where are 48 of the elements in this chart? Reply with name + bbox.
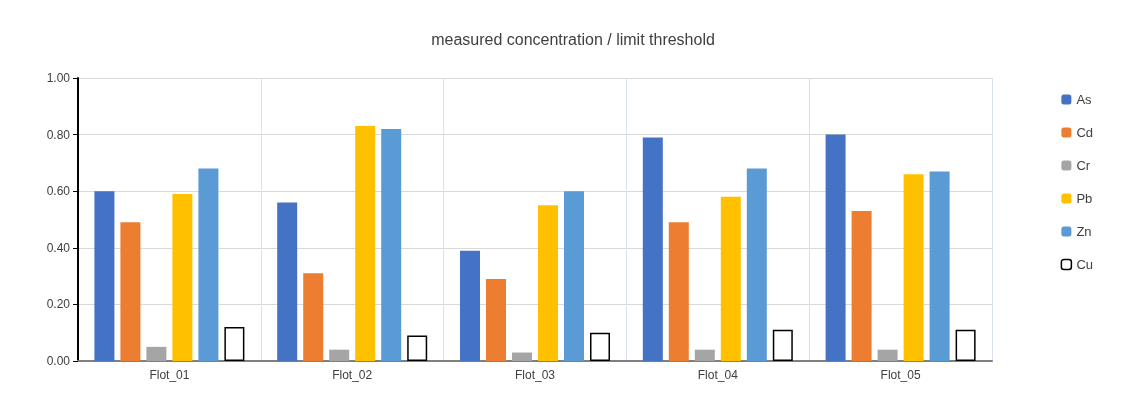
bar [720,196,741,361]
y-tick-label: 0.80 [46,127,71,142]
bar [303,273,324,361]
bar [329,349,350,361]
bar [903,174,924,361]
bar [198,168,219,361]
bar [694,349,715,361]
x-tick-label: Flot_02 [332,368,373,382]
legend-label: As [1076,92,1093,107]
chart-title: measured concentration / limit threshold [431,30,715,48]
legend-label: Cr [1076,158,1091,173]
bar [590,332,610,361]
bar [94,191,115,361]
legend-label: Pb [1076,191,1093,206]
y-tick-label: 0.20 [46,297,71,312]
bar [381,128,402,361]
x-tick-label: Flot_03 [514,368,556,382]
bar [825,134,846,361]
bar [120,222,141,361]
legend-label: Cd [1076,125,1094,140]
bar [851,211,872,361]
bar [538,205,558,361]
x-tick-label: Flot_01 [149,368,190,382]
bar [486,278,506,361]
bar [955,329,976,361]
bar [460,250,480,361]
bar [929,171,950,361]
bar [407,335,428,361]
bar [772,329,793,361]
legend-label: Cu [1076,257,1094,272]
y-tick-label: 0.00 [46,354,71,368]
bar [355,126,376,361]
y-tick-label: 1.00 [46,71,71,85]
bar [277,202,298,361]
legend-label: Zn [1076,224,1092,239]
bar [172,194,193,361]
bar [146,346,167,361]
bar [668,222,689,361]
y-tick-label: 0.40 [46,240,71,255]
x-tick-label: Flot_04 [697,368,739,382]
bar [224,327,245,361]
y-tick-label: 0.60 [46,184,71,199]
bar [877,349,898,361]
bar [512,352,532,361]
bar [564,191,584,361]
bar [746,168,767,361]
x-tick-label: Flot_05 [880,368,921,382]
bar [642,137,663,361]
